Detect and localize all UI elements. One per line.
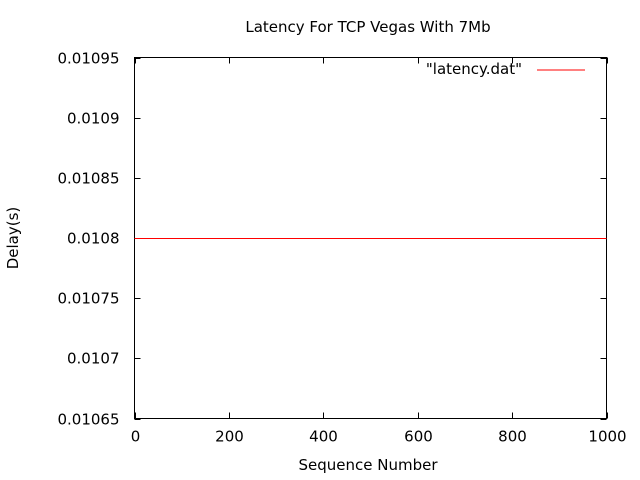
- y-axis-label: Delay(s): [4, 207, 22, 270]
- y-tick-label: 0.01065: [57, 411, 119, 429]
- y-tick-label: 0.0108: [67, 230, 120, 248]
- y-tick-label: 0.01075: [57, 290, 119, 308]
- x-tick-label: 0: [131, 428, 141, 446]
- x-axis-ticks: 0 200 400 600 800 1000: [131, 57, 627, 446]
- x-tick-label: 1000: [588, 428, 626, 446]
- x-tick-label: 200: [215, 428, 244, 446]
- x-tick-label: 800: [498, 428, 527, 446]
- y-axis-ticks: 0.01065 0.0107 0.01075 0.0108 0.01085 0.0109 0…: [57, 50, 607, 429]
- y-tick-label: 0.01085: [57, 170, 119, 188]
- chart-title: Latency For TCP Vegas With 7Mb: [245, 18, 490, 36]
- y-tick-label: 0.0109: [67, 110, 120, 128]
- x-tick-label: 400: [309, 428, 338, 446]
- x-tick-label: 600: [404, 428, 433, 446]
- y-tick-label: 0.0107: [67, 350, 120, 368]
- legend-label: "latency.dat": [426, 60, 522, 78]
- y-tick-label: 0.01095: [57, 50, 119, 68]
- x-axis-label: Sequence Number: [298, 456, 438, 474]
- legend: "latency.dat": [426, 60, 585, 78]
